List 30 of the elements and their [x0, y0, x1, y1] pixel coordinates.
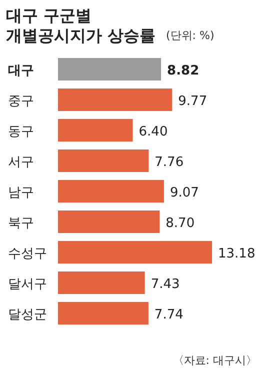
- data-label: 9.77: [178, 94, 208, 109]
- y-tick-label: 남구: [8, 185, 34, 200]
- bar: [58, 58, 162, 80]
- bar: [58, 210, 160, 233]
- y-tick-label: 수성구: [8, 246, 47, 262]
- chart-title: 대구 구군별 개별공시지가 상승률: [6, 6, 157, 46]
- y-tick-label: 중구: [8, 94, 34, 109]
- data-label: 7.76: [154, 154, 184, 170]
- text: 〈자료: 대구시〉: [172, 353, 257, 368]
- bar: [58, 119, 133, 142]
- data-label: 8.70: [166, 216, 195, 231]
- data-label: 9.07: [170, 185, 199, 200]
- data-label: 13.18: [218, 246, 256, 262]
- data-label: 6.40: [138, 124, 168, 140]
- bar: [58, 180, 164, 202]
- y-tick-label: 대구: [8, 63, 34, 78]
- bar: [58, 88, 172, 111]
- bar: [58, 302, 148, 324]
- data-label: 7.74: [154, 307, 184, 322]
- bar: [58, 150, 149, 172]
- bar: [58, 272, 145, 294]
- data-label: 8.82: [167, 63, 200, 78]
- y-tick-label: 서구: [8, 154, 34, 170]
- y-tick-label: 동구: [8, 124, 34, 140]
- y-tick-label: 북구: [8, 216, 34, 231]
- y-tick-label: 달서구: [8, 276, 47, 292]
- bar: [58, 241, 212, 264]
- chart-subtitle: (단위: %): [166, 28, 214, 44]
- y-tick-label: 달성군: [8, 307, 47, 322]
- data-label: 7.43: [150, 276, 180, 292]
